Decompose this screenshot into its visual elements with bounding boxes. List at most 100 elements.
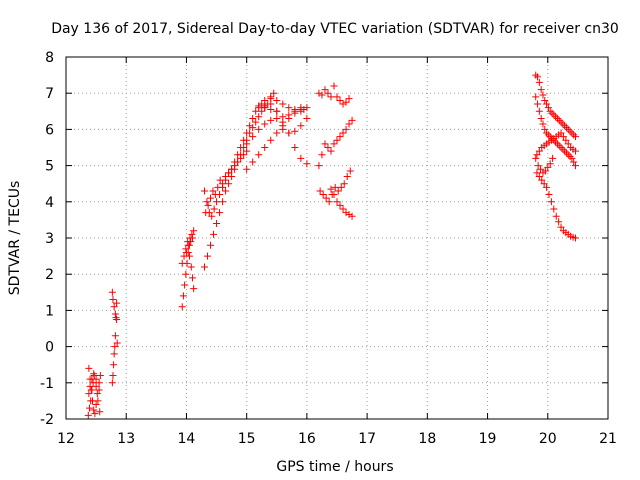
data-point — [184, 238, 192, 246]
data-point — [190, 227, 198, 235]
data-point — [111, 343, 119, 351]
data-point — [285, 104, 293, 112]
data-point — [562, 124, 570, 132]
data-point — [564, 125, 572, 133]
data-point — [228, 165, 236, 173]
data-point — [562, 136, 570, 144]
y-tick-label: 1 — [45, 303, 54, 319]
data-point — [541, 167, 549, 175]
data-point — [537, 86, 545, 94]
data-point — [237, 154, 245, 162]
data-point — [564, 151, 572, 159]
data-point — [252, 107, 260, 115]
data-markers — [84, 71, 579, 419]
y-tick-label: 4 — [45, 195, 54, 211]
data-point — [225, 169, 233, 177]
data-point — [243, 129, 251, 137]
data-point — [557, 144, 565, 151]
data-point — [252, 118, 260, 126]
data-point — [185, 252, 193, 260]
data-point — [327, 185, 335, 193]
data-point — [201, 187, 209, 195]
data-point — [348, 116, 356, 124]
data-point — [249, 133, 257, 141]
data-point — [112, 314, 120, 322]
data-point — [336, 96, 344, 104]
data-point — [553, 140, 561, 148]
data-point — [566, 127, 574, 135]
data-point — [178, 259, 186, 267]
data-point — [207, 241, 215, 249]
series-track-16.2h-d — [327, 185, 356, 220]
data-point — [273, 96, 281, 104]
series-track-19.8h-e — [532, 154, 557, 177]
data-point — [213, 198, 221, 206]
data-point — [111, 332, 119, 340]
y-tick-label: 2 — [45, 267, 54, 283]
data-point — [318, 151, 326, 159]
data-point — [204, 252, 212, 260]
series-track-14h-b — [178, 238, 198, 293]
data-point — [234, 158, 242, 166]
data-point — [319, 191, 327, 199]
y-axis-title: SDTVAR / TECUs — [7, 181, 23, 296]
data-point — [90, 406, 98, 414]
chart-title: Day 136 of 2017, Sidereal Day-to-day VTE… — [51, 21, 619, 37]
data-point — [249, 115, 257, 123]
y-tick-label: 5 — [45, 159, 54, 175]
data-point — [86, 382, 94, 390]
data-point — [261, 120, 269, 128]
series-track-19.8h-d — [533, 169, 579, 242]
data-point — [552, 113, 560, 121]
data-point — [84, 411, 92, 419]
data-point — [207, 194, 215, 202]
data-point — [188, 274, 196, 282]
data-point — [291, 144, 299, 151]
y-tick-label: 7 — [45, 86, 54, 102]
data-point — [566, 153, 574, 161]
data-point — [346, 167, 354, 175]
data-point — [182, 270, 190, 278]
x-axis-title: GPS time / hours — [276, 459, 393, 475]
data-point — [291, 127, 299, 135]
data-point — [545, 191, 553, 199]
data-point — [285, 129, 293, 137]
data-point — [564, 140, 572, 148]
data-point — [85, 390, 93, 398]
data-point — [324, 144, 332, 151]
data-point — [234, 151, 242, 159]
data-point — [532, 71, 540, 79]
data-point — [571, 234, 579, 242]
y-tick-label: -2 — [40, 412, 54, 428]
data-point — [111, 310, 119, 318]
data-point — [330, 140, 338, 148]
data-point — [339, 129, 347, 137]
data-point — [109, 296, 117, 304]
data-point — [321, 140, 329, 148]
data-point — [267, 93, 275, 101]
data-point — [543, 129, 551, 137]
data-point — [534, 100, 542, 108]
data-point — [87, 397, 95, 405]
data-point — [243, 165, 251, 173]
data-point — [261, 96, 269, 104]
x-tick-label: 15 — [238, 431, 256, 447]
data-point — [555, 218, 563, 226]
data-point — [216, 209, 224, 217]
data-point — [547, 198, 555, 206]
data-point — [205, 209, 213, 217]
data-point — [279, 118, 287, 126]
data-point — [240, 136, 248, 144]
data-point — [88, 386, 96, 394]
data-point — [267, 105, 275, 113]
series-track-12h-c — [85, 370, 103, 398]
data-point — [555, 116, 563, 124]
data-point — [571, 162, 579, 170]
data-point — [532, 93, 540, 101]
series-track-16.2h-a — [315, 82, 353, 108]
data-point — [85, 364, 93, 372]
data-point — [333, 136, 341, 144]
